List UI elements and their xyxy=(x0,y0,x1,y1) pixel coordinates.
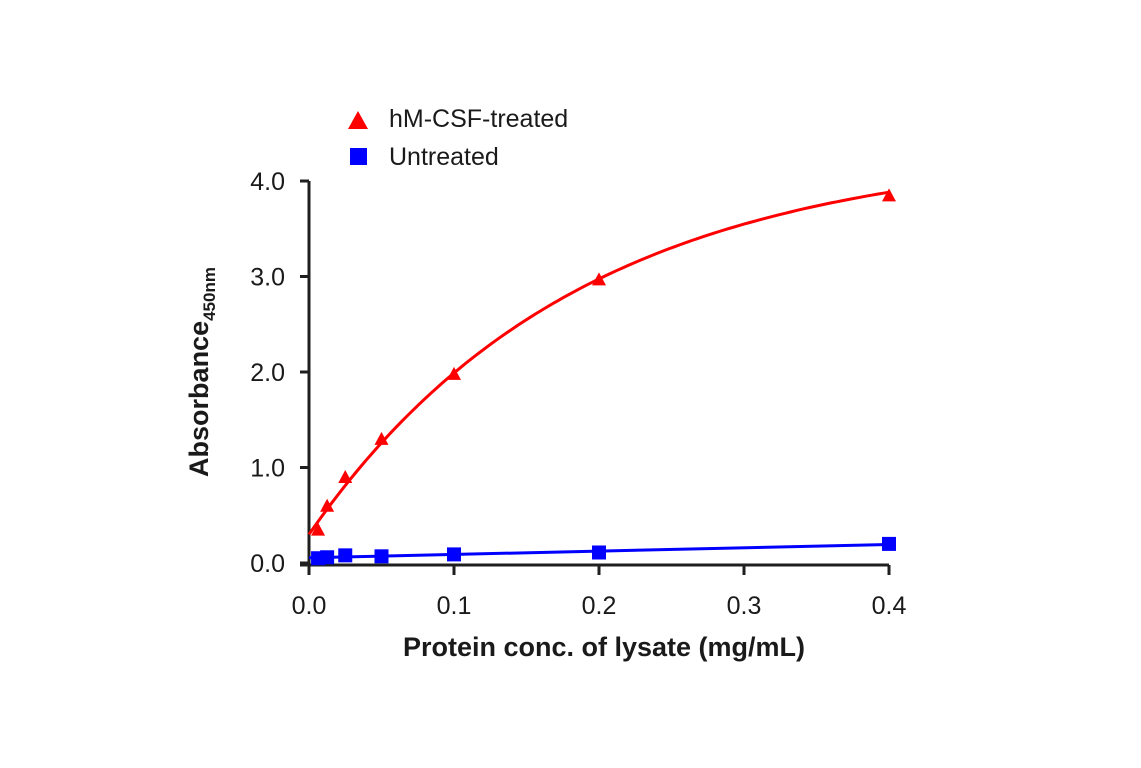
axes: 0.0 1.0 2.0 3.0 4.0 0.0 0.1 0.2 0.3 0.4 xyxy=(250,168,906,620)
data-point xyxy=(338,548,353,563)
data-point xyxy=(592,272,606,286)
series-layer xyxy=(307,188,896,566)
data-point xyxy=(882,536,896,551)
legend-marker-triangle-icon xyxy=(348,111,368,129)
legend-marker-square-icon xyxy=(350,148,367,165)
y-tick-label: 1.0 xyxy=(250,455,285,483)
x-tick-label: 0.0 xyxy=(292,592,327,620)
y-axis-title: Absorbance450nm xyxy=(184,267,219,477)
data-point xyxy=(311,522,326,536)
series-treated xyxy=(307,188,896,536)
y-tick-label: 3.0 xyxy=(250,264,285,292)
data-point xyxy=(447,547,461,562)
svg-text:Absorbance450nm: Absorbance450nm xyxy=(184,267,219,477)
x-axis-title: Protein conc. of lysate (mg/mL) xyxy=(403,632,805,662)
data-point xyxy=(447,366,461,380)
data-point xyxy=(338,470,353,484)
legend-label-untreated: Untreated xyxy=(389,143,499,171)
data-point xyxy=(374,549,389,564)
x-tick-label: 0.1 xyxy=(437,592,472,620)
x-tick-label: 0.3 xyxy=(727,592,762,620)
legend-label-treated: hM-CSF-treated xyxy=(389,105,568,133)
y-tick-label: 0.0 xyxy=(250,550,285,578)
x-tick-label: 0.2 xyxy=(582,592,617,620)
data-point xyxy=(374,431,389,445)
y-tick-label: 4.0 xyxy=(250,168,285,196)
x-tick-label: 0.4 xyxy=(872,592,907,620)
legend: hM-CSF-treated Untreated xyxy=(348,105,568,171)
fit-line xyxy=(307,190,890,536)
y-axis-title-main: Absorbance xyxy=(184,321,214,477)
data-point xyxy=(320,550,335,565)
y-tick-label: 2.0 xyxy=(250,359,285,387)
data-point xyxy=(320,498,335,512)
y-axis-title-subscript: 450nm xyxy=(200,267,219,321)
data-point xyxy=(882,188,896,202)
data-point xyxy=(592,545,606,560)
series-untreated xyxy=(308,536,896,566)
